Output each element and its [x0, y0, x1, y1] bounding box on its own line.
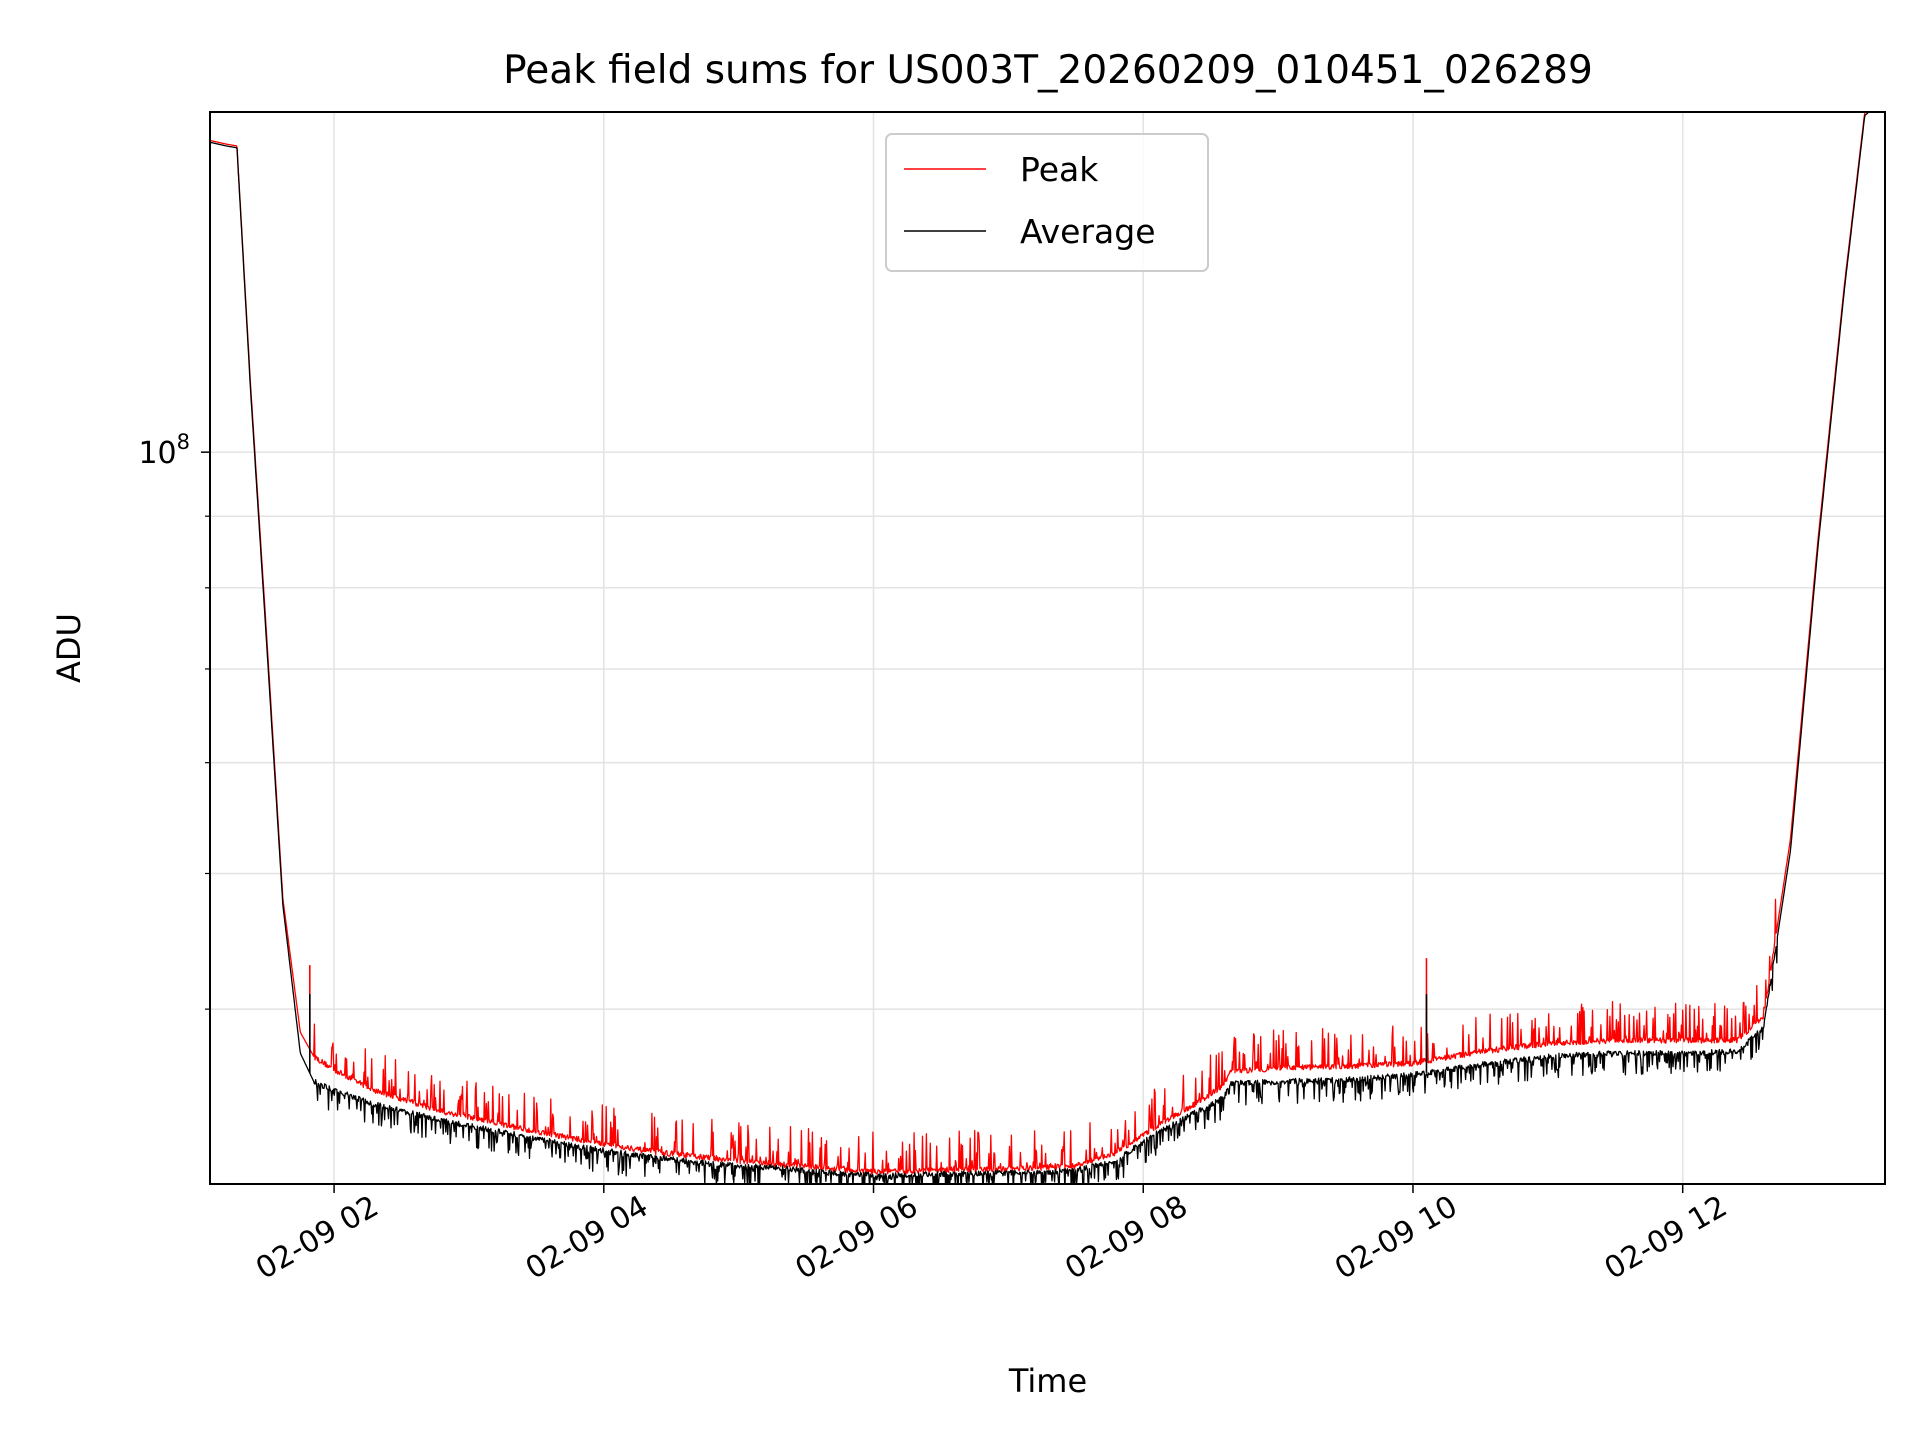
legend-average-label: Average — [1020, 212, 1156, 251]
legend: Peak Average — [885, 133, 1209, 272]
plot-frame — [209, 111, 1886, 1185]
x-axis-label: Time — [1008, 1362, 1087, 1400]
chart-title: Peak field sums for US003T_20260209_0104… — [503, 48, 1593, 93]
legend-peak-label: Peak — [1020, 150, 1099, 189]
grid — [210, 112, 1885, 1184]
series-average-line — [210, 112, 1870, 1184]
series-peak-line — [210, 112, 1866, 1175]
y-axis-label: ADU — [50, 613, 88, 683]
plot-area — [210, 112, 1870, 1184]
